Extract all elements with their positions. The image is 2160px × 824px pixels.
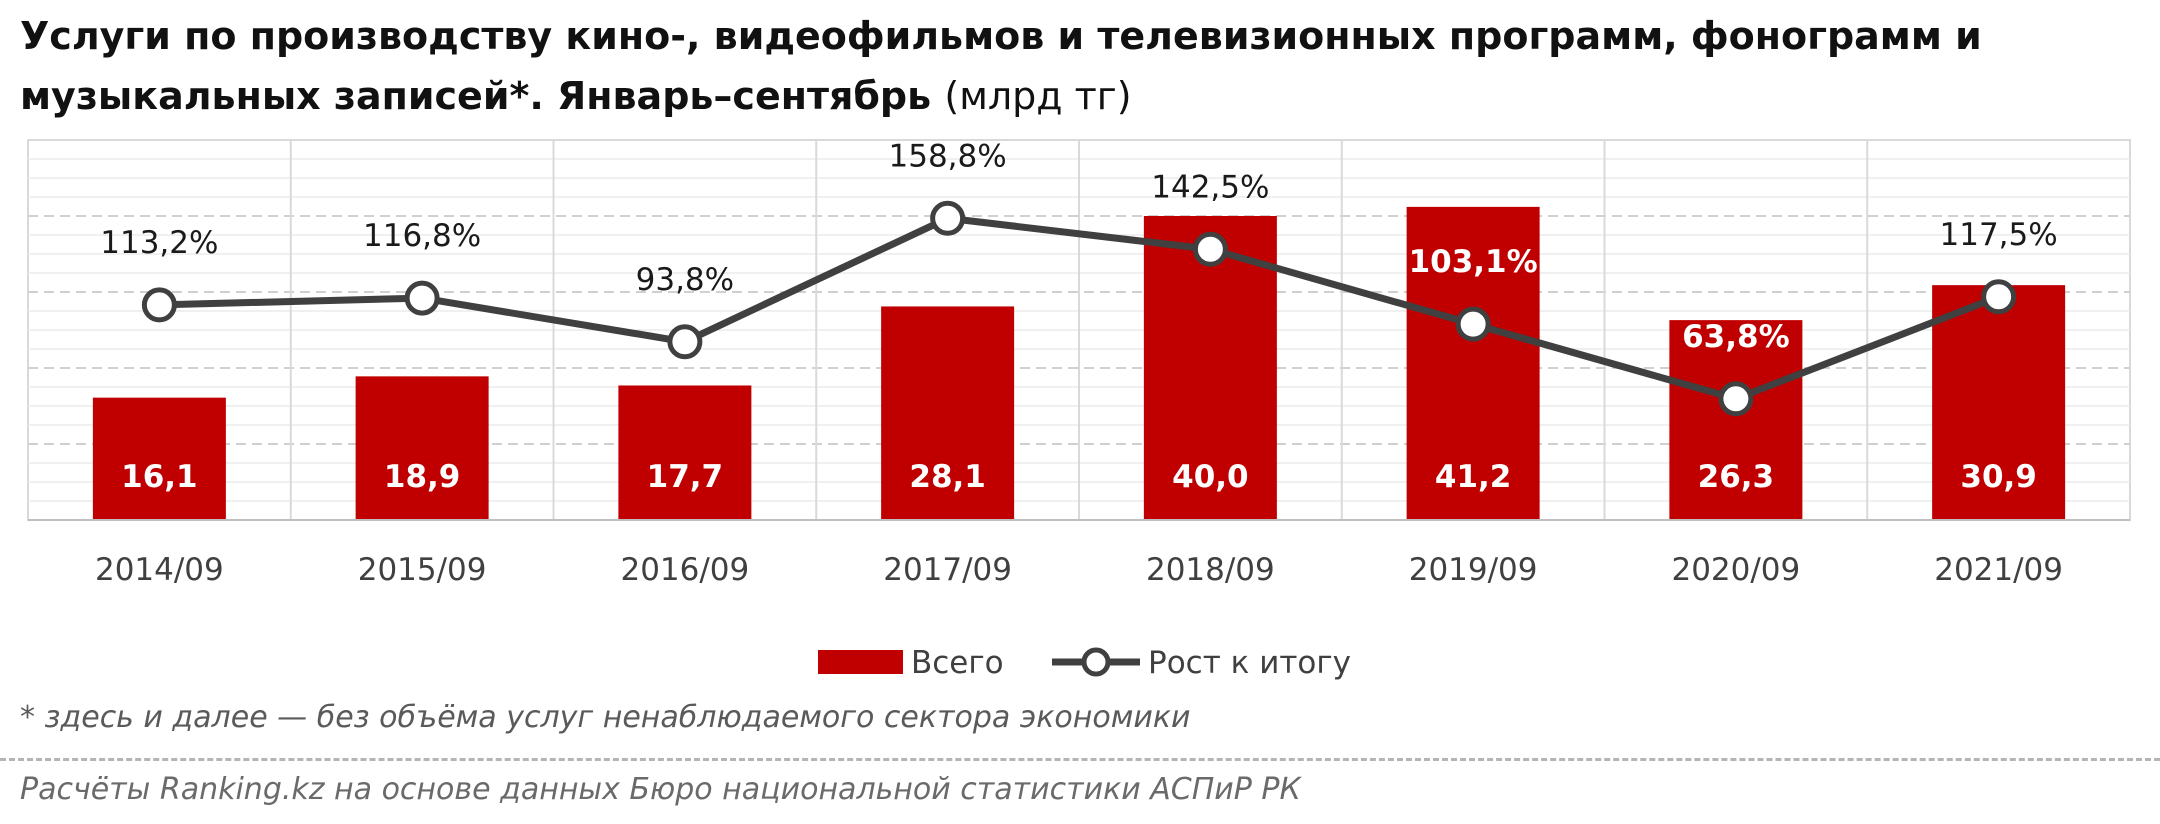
growth-value-label: 142,5% xyxy=(1151,169,1269,205)
x-axis: 2014/09 2015/09 2016/09 2017/09 2018/09 2019/… xyxy=(28,519,2130,588)
x-tick-label: 2021/09 xyxy=(1934,552,2063,588)
bar-value-label: 30,9 xyxy=(1960,459,2037,495)
growth-value-label: 63,8% xyxy=(1682,319,1790,355)
line-series xyxy=(141,200,2017,417)
x-tick-label: 2017/09 xyxy=(883,552,1012,588)
line-marker xyxy=(1718,381,1754,417)
x-tick-label: 2016/09 xyxy=(620,552,749,588)
bar-value-label: 41,2 xyxy=(1435,459,1512,495)
bar-value-label: 18,9 xyxy=(384,459,461,495)
x-tick-label: 2014/09 xyxy=(95,552,224,588)
gridlines xyxy=(27,139,2131,521)
legend-bar-label: Всего xyxy=(911,645,1004,681)
x-tick-label: 2018/09 xyxy=(1146,552,1275,588)
bar xyxy=(881,306,1015,520)
bar-value-label: 16,1 xyxy=(121,459,198,495)
x-tick-label: 2019/09 xyxy=(1409,552,1538,588)
footnote: * здесь и далее — без объёма услуг ненаб… xyxy=(20,700,1191,735)
x-tick-label: 2015/09 xyxy=(358,552,487,588)
growth-value-label: 158,8% xyxy=(889,138,1007,174)
line-marker xyxy=(141,287,177,323)
line-marker xyxy=(1981,279,2017,315)
line-marker xyxy=(1455,306,1491,342)
bar xyxy=(618,385,752,520)
growth-value-label: 93,8% xyxy=(636,262,734,298)
legend-bar-swatch xyxy=(818,650,903,674)
growth-value-label: 113,2% xyxy=(100,225,218,261)
growth-value-label: 116,8% xyxy=(363,218,481,254)
chart-title-main: Услуги по производству кино-, видеофильм… xyxy=(20,14,1982,118)
combo-chart: 16,1 18,9 17,7 28,1 40,0 41,2 26,3 30,9 113,2% 11… xyxy=(27,138,2131,681)
bar-value-label: 28,1 xyxy=(909,459,986,495)
growth-line xyxy=(159,214,2000,403)
chart-title-unit: (млрд тг) xyxy=(944,74,1132,118)
bar xyxy=(1669,320,1803,520)
bar-value-label: 17,7 xyxy=(647,459,724,495)
bar-value-label: 26,3 xyxy=(1698,459,1775,495)
chart-title: Услуги по производству кино-, видеофильм… xyxy=(20,6,2140,126)
x-tick-label: 2020/09 xyxy=(1671,552,1800,588)
bar xyxy=(1932,285,2066,520)
growth-value-label: 117,5% xyxy=(1940,217,2058,253)
bar xyxy=(92,397,226,520)
divider xyxy=(0,758,2160,761)
line-marker xyxy=(404,280,440,316)
data-labels: 16,1 18,9 17,7 28,1 40,0 41,2 26,3 30,9 113,2% 11… xyxy=(100,138,2057,495)
source-note: Расчёты Ranking.kz на основе данных Бюро… xyxy=(20,772,1301,807)
legend-line-label: Рост к итогу xyxy=(1148,645,1351,681)
growth-value-label: 103,1% xyxy=(1409,244,1538,280)
line-marker xyxy=(1192,231,1228,267)
legend: Всего Рост к итогу xyxy=(818,645,1351,681)
line-marker xyxy=(667,324,703,360)
legend-line-marker xyxy=(1081,647,1111,677)
bar xyxy=(1406,206,1540,520)
line-marker xyxy=(930,200,966,236)
bar-value-label: 40,0 xyxy=(1172,459,1249,495)
bar xyxy=(355,376,489,520)
